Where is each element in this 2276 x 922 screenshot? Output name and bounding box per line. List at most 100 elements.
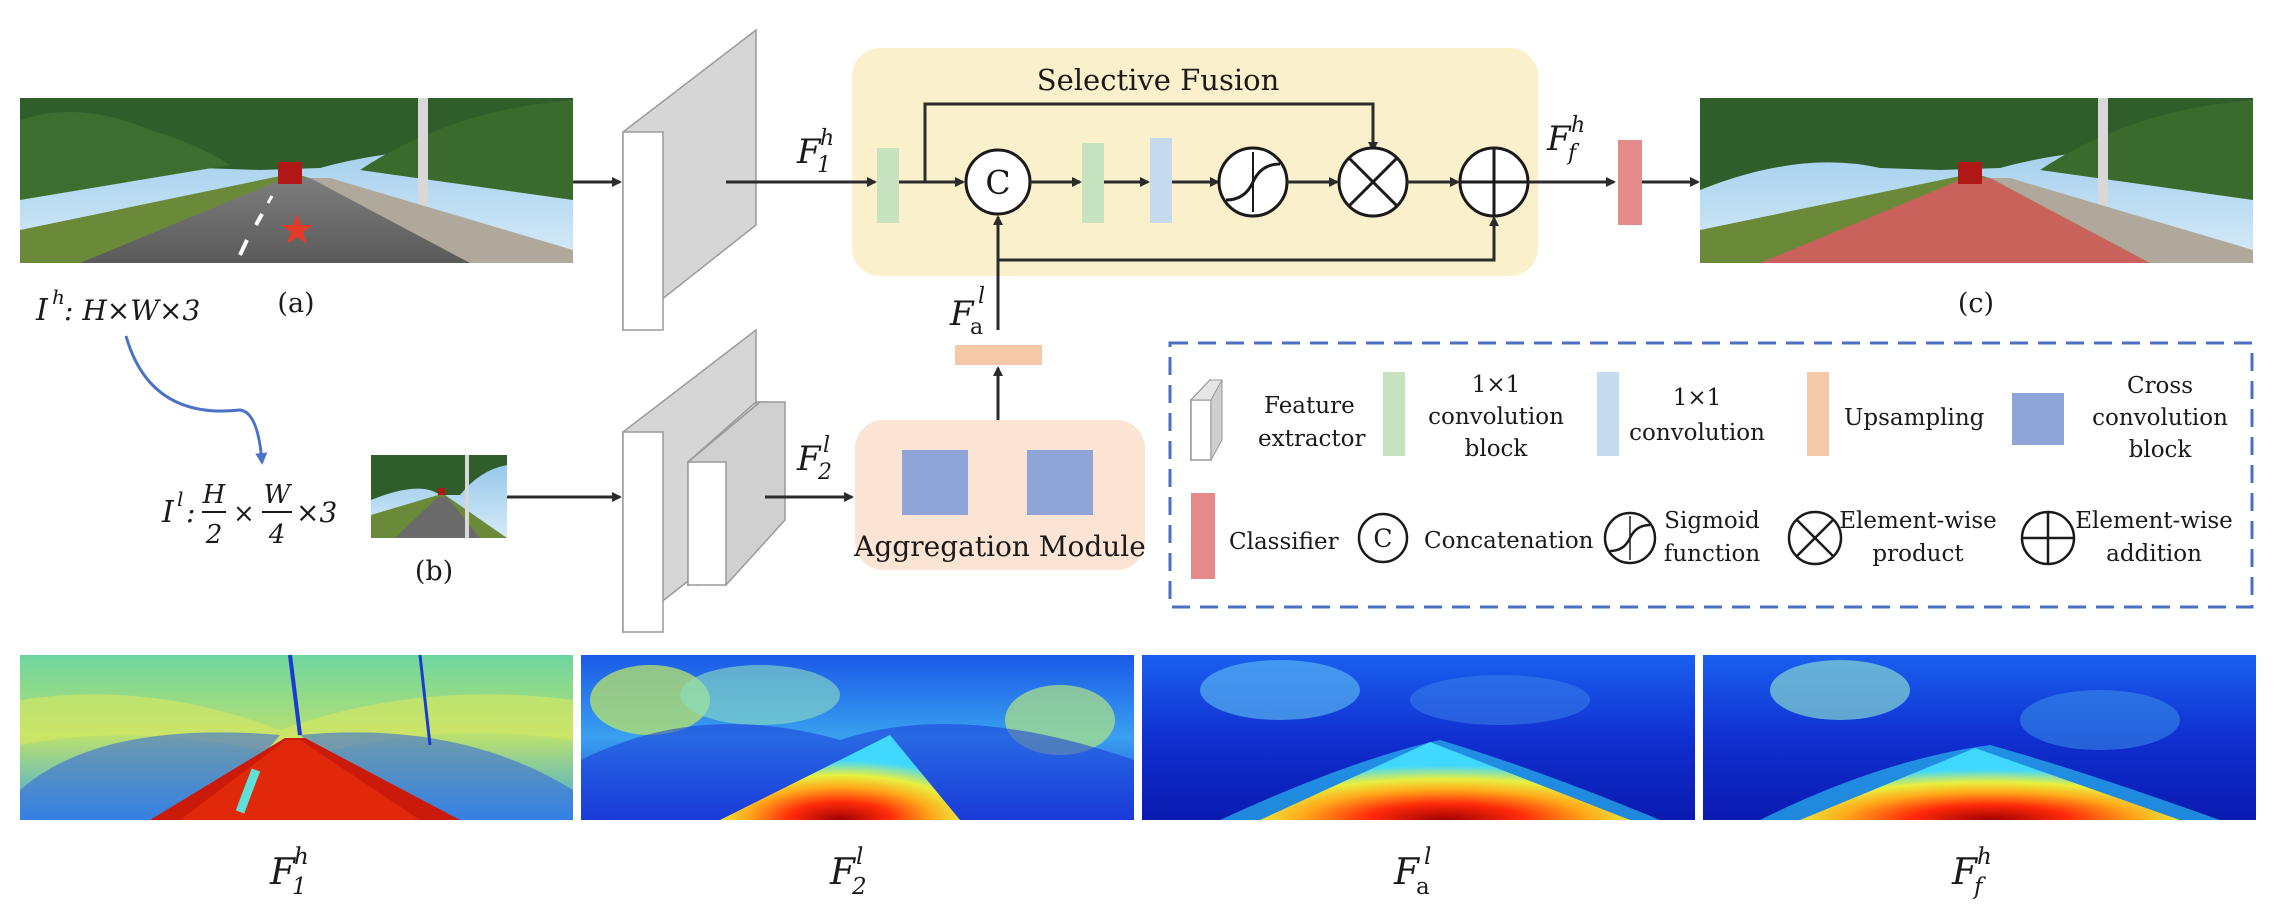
svg-text:Element-wise: Element-wise — [2075, 508, 2232, 534]
svg-text:l: l — [823, 433, 830, 458]
svg-text:C: C — [985, 163, 1010, 202]
svg-text:F: F — [1393, 852, 1421, 893]
cross-conv-block-2 — [1027, 450, 1093, 515]
svg-text:l: l — [1424, 844, 1431, 870]
svg-text:extractor: extractor — [1258, 426, 1366, 452]
conv1x1-block-2 — [1082, 143, 1104, 223]
svg-text:1×1: 1×1 — [1472, 372, 1521, 398]
cross-conv-block-1 — [902, 450, 968, 515]
heatmap-label-ffh: F f h — [1951, 844, 1992, 900]
svg-text:F: F — [1951, 852, 1979, 893]
svg-text:2: 2 — [205, 520, 223, 550]
fal-label: F a l — [949, 284, 985, 340]
legend-conv1x1: 1×1 convolution — [1597, 372, 1765, 456]
svg-text:W: W — [264, 480, 293, 510]
svg-text:product: product — [1872, 541, 1964, 567]
svg-text:Sigmoid: Sigmoid — [1664, 508, 1760, 534]
heatmap-label-f2l: F 2 l — [829, 844, 867, 900]
svg-text:C: C — [1373, 524, 1392, 553]
downsample-curve-arrow — [124, 335, 268, 465]
ffh-label: F f h — [1546, 113, 1585, 166]
conv1x1-3 — [1150, 138, 1172, 223]
svg-text:×3: ×3 — [296, 496, 337, 529]
star-icon — [281, 214, 313, 244]
legend-cross-conv: Cross convolution block — [2012, 373, 2228, 463]
svg-text:block: block — [1465, 436, 1529, 462]
legend-classifier: Classifier — [1191, 493, 1339, 579]
svg-text:h: h — [1977, 844, 1992, 870]
heatmap-ffh — [1703, 655, 2256, 820]
svg-text:F: F — [829, 852, 857, 893]
legend-box — [1168, 341, 2254, 609]
output-segmentation-image — [1700, 98, 2253, 263]
heatmap-fal — [1142, 655, 1695, 820]
svg-text:h: h — [294, 844, 309, 870]
svg-text:function: function — [1664, 541, 1760, 567]
svg-text:f: f — [1566, 141, 1580, 166]
legend-element-wise-addition: Element-wise addition — [2020, 508, 2233, 567]
svg-text:I: I — [35, 293, 49, 328]
f2l-label: F 2 l — [796, 433, 832, 485]
svg-text:Feature: Feature — [1264, 393, 1355, 419]
svg-text::: : — [186, 496, 195, 529]
svg-text:1: 1 — [292, 874, 307, 900]
feature-extractor-low — [622, 328, 786, 634]
svg-text:Upsampling: Upsampling — [1844, 405, 1985, 431]
selective-fusion-title: Selective Fusion — [1037, 63, 1280, 97]
element-wise-product-symbol — [1337, 146, 1409, 218]
svg-text:4: 4 — [268, 520, 286, 550]
svg-text:F: F — [269, 852, 297, 893]
svg-text:convolution: convolution — [2092, 405, 2228, 431]
heatmap-label-fal: F a l — [1393, 844, 1431, 900]
legend-sigmoid: Sigmoid function — [1603, 508, 1760, 567]
concat-symbol: C — [964, 148, 1032, 216]
input-image-high-res — [20, 98, 573, 263]
svg-text:h: h — [1571, 113, 1585, 138]
svg-text:convolution: convolution — [1629, 420, 1765, 446]
svg-text:×: × — [233, 499, 255, 529]
caption-b: (b) — [415, 556, 453, 587]
svg-text:F: F — [796, 132, 822, 172]
legend-conv1x1-block: 1×1 convolution block — [1383, 372, 1564, 462]
svg-text:block: block — [2129, 437, 2193, 463]
input-image-low-res — [371, 455, 507, 538]
classifier-block — [1618, 140, 1642, 225]
heatmap-f2l — [581, 655, 1134, 820]
svg-text:l: l — [856, 844, 863, 870]
input-high-label: I h : H×W×3 — [35, 285, 200, 328]
svg-text:H: H — [202, 480, 227, 510]
heatmap-label-f1h: F 1 h — [269, 844, 309, 900]
svg-text:F: F — [796, 439, 822, 479]
svg-text:2: 2 — [817, 460, 832, 485]
svg-text:convolution: convolution — [1428, 404, 1564, 430]
svg-text:2: 2 — [851, 874, 867, 900]
svg-text:l: l — [978, 284, 985, 309]
svg-text:Element-wise: Element-wise — [1839, 508, 1996, 534]
svg-text:f: f — [1972, 874, 1986, 900]
upsampling-block — [955, 345, 1042, 365]
svg-text:l: l — [177, 487, 183, 511]
input-low-label: I l : H 2 × W 4 ×3 — [161, 480, 337, 550]
svg-text:Classifier: Classifier — [1229, 529, 1339, 555]
svg-text:Cross: Cross — [2127, 373, 2193, 399]
conv1x1-block-1 — [877, 148, 899, 223]
svg-text:I: I — [161, 495, 175, 530]
svg-text:1: 1 — [817, 153, 831, 178]
svg-text:a: a — [1416, 874, 1430, 900]
svg-text:h: h — [820, 126, 834, 151]
svg-text:F: F — [949, 294, 975, 334]
svg-text:addition: addition — [2106, 541, 2202, 567]
feature-extractor-high — [622, 28, 757, 332]
legend-concatenation: C Concatenation — [1357, 512, 1594, 564]
legend-upsampling: Upsampling — [1807, 372, 1985, 456]
svg-text:h: h — [52, 285, 65, 309]
element-wise-addition-symbol — [1458, 146, 1530, 218]
caption-c: (c) — [1958, 288, 1994, 319]
legend-element-wise-product: Element-wise product — [1787, 508, 1997, 567]
svg-text:: H×W×3: : H×W×3 — [64, 294, 200, 327]
legend-feature-extractor: Feature extractor — [1189, 378, 1366, 462]
svg-text:F: F — [1546, 119, 1572, 159]
svg-text:a: a — [970, 315, 983, 340]
sigmoid-symbol — [1217, 146, 1289, 218]
